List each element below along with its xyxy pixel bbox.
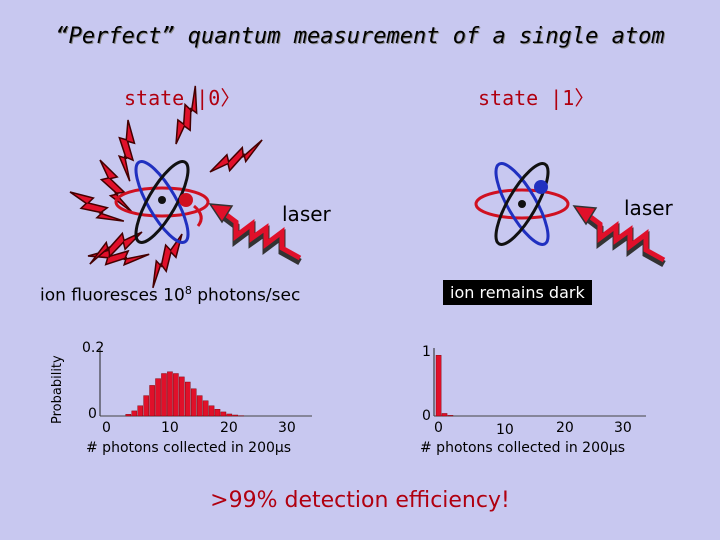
histogram-left [99, 348, 312, 417]
atom-left-icon [114, 160, 210, 244]
right-ytick-zero: 0 [422, 408, 431, 424]
left-histogram-bar-21 [226, 413, 233, 417]
right-xtick-10: 10 [496, 422, 514, 438]
laser-right-wave [572, 205, 666, 268]
right-ytick-top: 1 [422, 344, 431, 360]
left-histogram-bar-9 [155, 378, 161, 417]
left-histogram-bar-16 [196, 395, 203, 417]
left-caption-pre: ion fluoresces 10 [40, 285, 185, 306]
laser-right-label: laser [624, 196, 673, 220]
left-histogram-bar-11 [167, 371, 173, 417]
laser-left-label: laser [282, 202, 331, 226]
page-title: “Perfect” quantum measurement of a singl… [55, 24, 665, 49]
left-histogram-bar-18 [208, 405, 215, 417]
left-caption-post: photons/sec [191, 285, 301, 306]
left-xtick-30: 30 [278, 420, 296, 436]
footer-text: >99% detection efficiency! [210, 488, 510, 513]
left-histogram-bar-15 [190, 388, 197, 417]
left-histogram-bar-10 [161, 373, 167, 417]
right-xtick-0: 0 [434, 420, 443, 436]
left-histogram-bar-8 [149, 385, 155, 417]
right-x-axis-label: # photons collected in 200μs [420, 440, 626, 456]
left-xtick-20: 20 [220, 420, 238, 436]
left-histogram-bar-5 [131, 410, 138, 417]
state-0-label: state |0〉 [124, 86, 241, 110]
left-xtick-0: 0 [102, 420, 111, 436]
left-xtick-10: 10 [161, 420, 179, 436]
right-xtick-30: 30 [614, 420, 632, 436]
left-caption: ion fluoresces 108 photons/sec [40, 284, 300, 306]
left-histogram-bar-13 [179, 376, 185, 417]
right-histogram-bar-2 [447, 415, 454, 417]
histogram-right [433, 348, 646, 417]
left-ytick-zero: 0 [88, 406, 97, 422]
left-histogram-bar-12 [173, 373, 179, 417]
right-histogram-bar-1 [441, 413, 448, 417]
left-x-axis-label: # photons collected in 200μs [86, 440, 292, 456]
left-histogram-bar-19 [214, 409, 221, 417]
right-caption: ion remains dark [443, 280, 592, 305]
left-histogram-bar-7 [143, 395, 149, 417]
left-histogram-bar-4 [125, 414, 132, 417]
y-axis-label: Probability [50, 355, 65, 424]
left-caption-sup: 8 [184, 284, 192, 297]
atom-right-icon [474, 162, 570, 246]
state-1-label: state |1〉 [478, 86, 595, 110]
left-histogram-bar-20 [220, 411, 227, 417]
left-histogram-bar-6 [137, 405, 144, 417]
left-histogram-bar-22 [232, 414, 239, 417]
left-histogram-bar-14 [184, 381, 191, 417]
left-ytick-top: 0.2 [82, 340, 105, 356]
left-histogram-bar-17 [202, 400, 209, 417]
right-xtick-20: 20 [556, 420, 574, 436]
right-histogram-bar-0 [435, 355, 442, 417]
laser-left-wave [208, 203, 302, 266]
